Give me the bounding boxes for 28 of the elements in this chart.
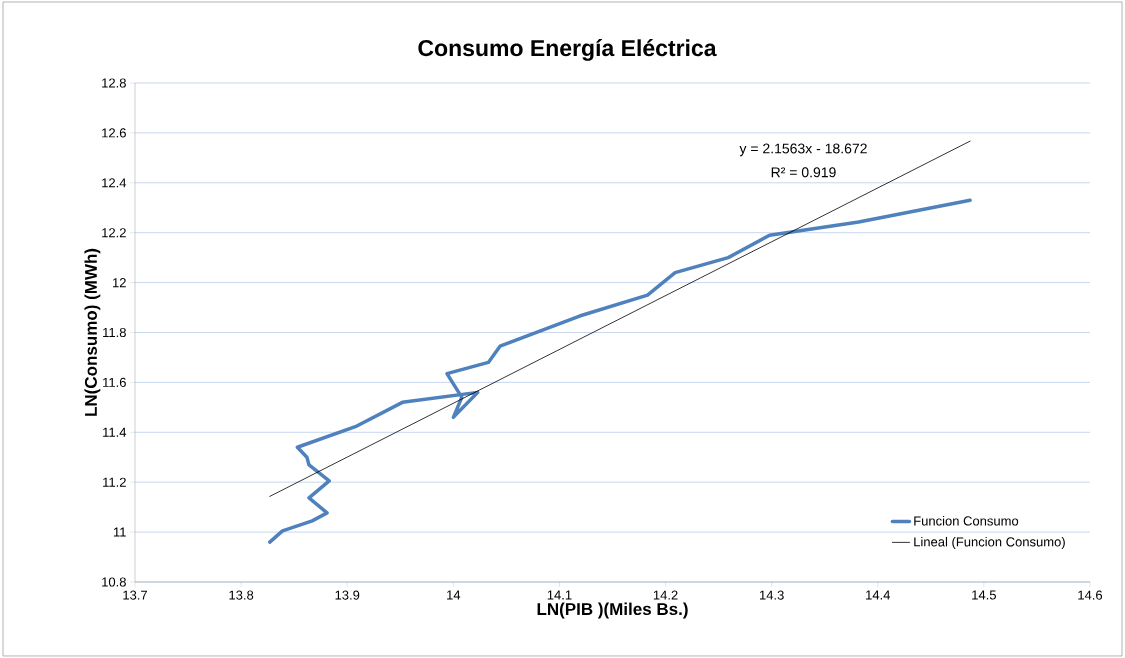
y-tick-label: 11.2 [103,477,126,487]
chart-title: Consumo Energía Eléctrica [418,39,717,61]
x-tick-label: 14.6 [1078,590,1103,600]
x-tick-label: 14.4 [866,590,891,600]
y-tick-label: 11 [113,527,126,537]
y-axis-title: LN(Consumo) (MWh) [84,248,101,416]
x-tick-label: 14.3 [760,590,784,600]
y-tick-label: 12.4 [102,178,127,188]
x-tick-label: 14.1 [547,590,572,600]
y-tick-label: 12.2 [102,228,126,238]
x-tick-label: 14.5 [972,590,996,600]
x-tick-label: 14 [447,590,461,600]
y-tick-label: 11.8 [103,327,126,338]
x-tick-label: 14.2 [653,590,678,600]
y-tick-label: 10.8 [102,577,126,587]
legend-label: Lineal (Funcion Consumo) [914,536,1065,550]
x-tick-label: 13.7 [123,590,147,600]
y-tick-label: 12 [113,278,126,288]
y-tick-label: 12.8 [102,78,126,88]
x-tick-label: 13.8 [229,590,254,600]
x-tick-label: 13.9 [335,590,360,600]
y-tick-label: 12.6 [102,128,126,138]
annotation: R² = 0.919 [771,167,836,178]
legend-label: Funcion Consumo [914,516,1019,526]
y-tick-label: 11.6 [103,377,126,387]
annotation: y = 2.1563x - 18.672 [739,143,867,157]
y-tick-label: 11.4 [103,427,127,437]
x-axis-title: LN(PIB )(Miles Bs.) [537,602,688,619]
